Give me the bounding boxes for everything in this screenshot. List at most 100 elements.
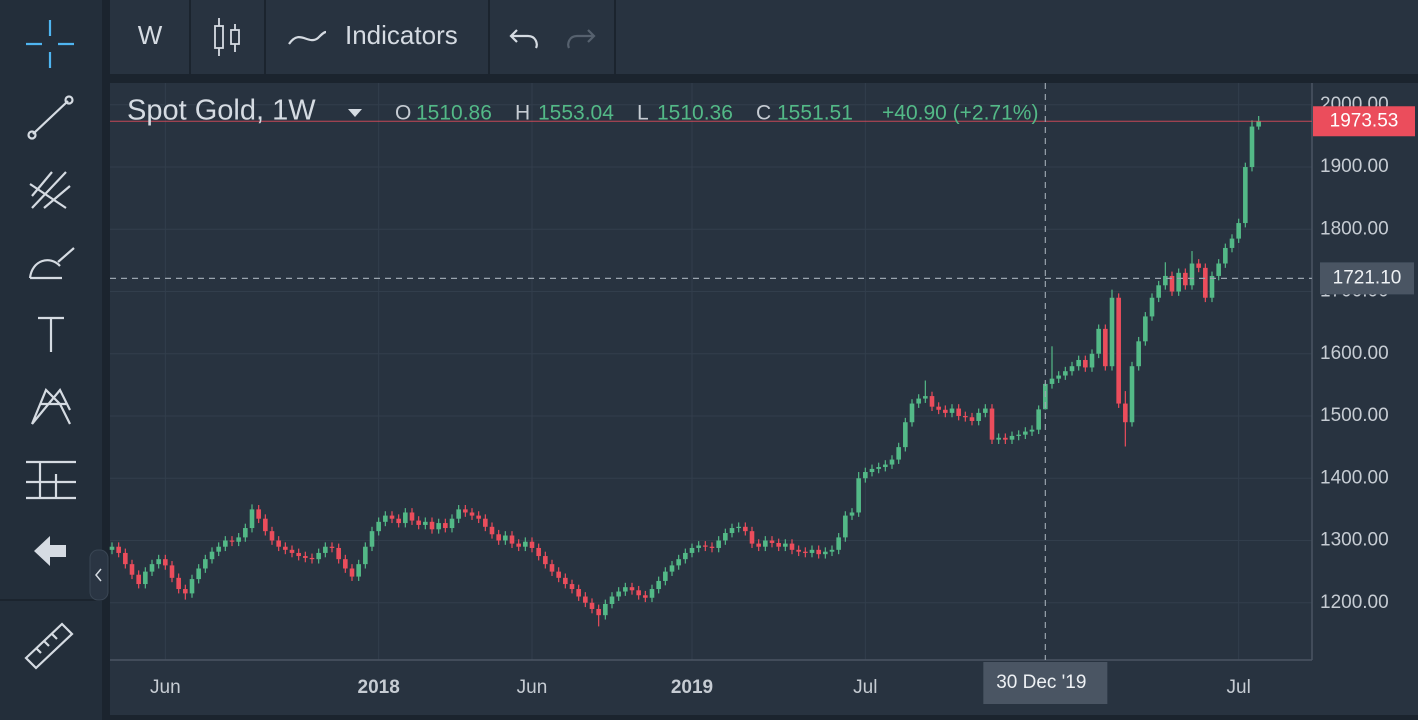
candle-body xyxy=(669,565,675,572)
candle-body xyxy=(689,547,695,553)
y-tick-label: 1900.00 xyxy=(1320,156,1389,177)
x-tick-label: Jun xyxy=(150,677,181,698)
candle-body xyxy=(1029,429,1035,432)
candle-body xyxy=(1203,267,1208,298)
candle-body xyxy=(1256,121,1261,127)
candle-body xyxy=(1176,272,1181,292)
ruler-tool[interactable] xyxy=(24,622,74,670)
candle-body xyxy=(876,467,881,469)
candle-body xyxy=(829,549,835,552)
candle-body xyxy=(183,589,188,594)
candle-body xyxy=(216,546,221,552)
candle-body xyxy=(709,546,715,548)
candle-body xyxy=(923,396,928,399)
candle-body xyxy=(1023,431,1028,435)
last-price-label: 1973.53 xyxy=(1330,110,1399,131)
candle-body xyxy=(976,412,981,421)
candle-body xyxy=(123,552,128,565)
candle-body xyxy=(249,509,255,529)
candle-body xyxy=(449,518,455,529)
ohlc-label: H xyxy=(515,102,530,125)
candle-body xyxy=(729,528,735,534)
candle-body xyxy=(583,596,588,603)
brush-tool[interactable] xyxy=(28,247,75,280)
collapse-icon xyxy=(95,568,102,582)
indicators-button[interactable]: Indicators xyxy=(345,20,458,50)
candle-body xyxy=(969,417,975,421)
y-tick-label: 1300.00 xyxy=(1320,530,1389,551)
candle-body xyxy=(1016,434,1021,436)
measure-tool[interactable] xyxy=(26,460,76,500)
ohlc-label: O xyxy=(395,102,411,125)
hide-tool[interactable] xyxy=(34,536,66,566)
candle-body xyxy=(369,531,375,547)
interval-button[interactable]: W xyxy=(138,20,163,50)
undo-button[interactable] xyxy=(509,29,538,49)
candle-body xyxy=(896,447,901,460)
candle-body xyxy=(723,533,728,541)
plot-area xyxy=(109,83,1312,660)
candle-body xyxy=(909,403,915,423)
candle-body xyxy=(116,546,121,553)
candle-body xyxy=(416,520,421,525)
text-tool[interactable] xyxy=(38,316,64,352)
pattern-tool[interactable] xyxy=(30,387,71,425)
crosshair-price-box xyxy=(1320,262,1414,295)
candle-body xyxy=(756,543,761,547)
candle-body xyxy=(989,408,995,440)
candle-body xyxy=(996,437,1001,440)
candle-body xyxy=(656,580,661,590)
candle-body xyxy=(569,584,575,590)
y-tick-label: 1600.00 xyxy=(1320,343,1389,364)
candle-body xyxy=(469,512,475,516)
pitchfork-tool[interactable] xyxy=(29,171,71,209)
candle-body xyxy=(783,543,788,547)
crosshair-price-label: 1721.10 xyxy=(1333,267,1402,288)
candle-body xyxy=(383,515,388,522)
candle-body xyxy=(1109,297,1115,367)
candle-body xyxy=(476,515,481,519)
candle-body xyxy=(356,564,361,577)
candle-body xyxy=(823,551,828,555)
trend-line-tool[interactable] xyxy=(27,95,74,140)
candle-body xyxy=(349,568,355,577)
candle-body xyxy=(983,408,988,413)
candle-body xyxy=(856,478,861,513)
candle-body xyxy=(683,552,688,560)
candle-body xyxy=(576,589,581,597)
candle-body xyxy=(343,559,348,569)
candle-body xyxy=(136,574,141,585)
candle-body xyxy=(1189,263,1195,286)
candle-body xyxy=(523,541,528,547)
candle-body xyxy=(1116,297,1121,404)
candle-body xyxy=(283,546,288,550)
redo-button[interactable] xyxy=(567,29,596,49)
candle-body xyxy=(849,512,855,516)
indicators-icon xyxy=(288,30,327,45)
candle-body xyxy=(1163,275,1168,286)
x-tick-label: Jul xyxy=(1227,677,1251,698)
candle-body xyxy=(676,559,681,566)
candle-body xyxy=(409,512,415,521)
candle-body xyxy=(509,535,515,544)
candle-body xyxy=(803,551,808,553)
candle-body xyxy=(336,547,341,560)
candle-body xyxy=(516,543,521,547)
candle-body xyxy=(736,526,741,529)
candle-body xyxy=(716,540,721,548)
candle-body xyxy=(176,577,181,590)
chart-type-button[interactable] xyxy=(214,18,240,56)
symbol-dropdown[interactable] xyxy=(348,109,362,117)
candle-body xyxy=(396,518,401,524)
candle-body xyxy=(696,545,701,548)
candle-body xyxy=(836,537,841,550)
candle-body xyxy=(703,545,708,547)
ohlc-label: L xyxy=(637,102,649,125)
candle-body xyxy=(203,559,208,569)
x-tick-label: 2019 xyxy=(671,677,713,698)
ohlc-value: 1510.86 xyxy=(416,102,492,125)
crosshair-tool[interactable] xyxy=(26,20,74,68)
candle-body xyxy=(263,518,268,532)
collapse-button[interactable] xyxy=(89,549,109,601)
candle-body xyxy=(863,472,868,479)
